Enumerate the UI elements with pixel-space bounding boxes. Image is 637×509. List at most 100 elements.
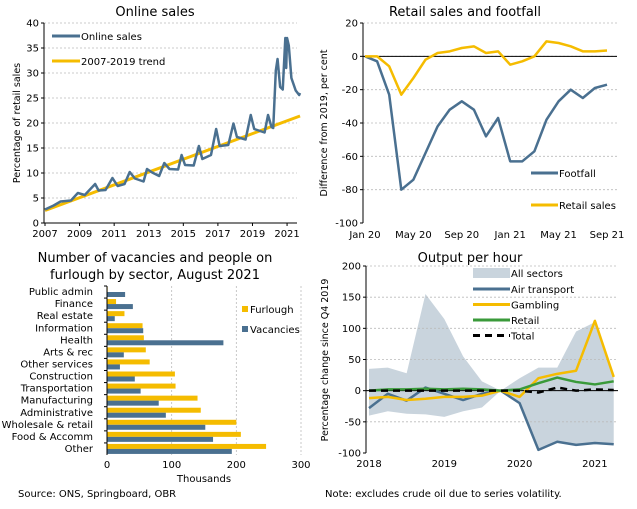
p4-legend-swatch	[473, 268, 510, 278]
p2-y-tick-label: -80	[342, 185, 358, 196]
p3-bar-furlough	[107, 335, 144, 341]
p3-bar-furlough	[107, 443, 267, 449]
p1-x-tick-label: 2013	[136, 229, 161, 240]
p2-y-tick-label: -40	[342, 119, 358, 130]
p1-y-tick-label: 5	[33, 194, 39, 205]
p2-x-tick-label: Sep 21	[590, 230, 625, 241]
p3-category-label: Arts & rec	[43, 347, 93, 358]
p1-y-tick-label: 25	[26, 94, 39, 105]
p3-category-label: Information	[35, 323, 93, 334]
p1-x-tick-label: 2021	[274, 229, 299, 240]
p3-x-tick-label: 200	[227, 460, 246, 471]
p3-bar-furlough	[107, 431, 241, 437]
p1-y-tick-label: 0	[33, 219, 39, 230]
p3-bar-furlough	[107, 323, 143, 329]
p2-y-tick-label: -20	[342, 85, 358, 96]
p4-x-tick-label: 2021	[582, 459, 607, 470]
p4-y-tick-label: 100	[342, 324, 361, 335]
p1-legend-label: Online sales	[81, 32, 142, 43]
p4-band-all-sectors	[369, 294, 614, 450]
p2-legend-label: Footfall	[559, 169, 596, 180]
p2-x-tick-label: Sep 20	[444, 230, 479, 241]
p3-bar-vacancies	[107, 412, 166, 418]
p3-bar-furlough	[107, 311, 125, 317]
p3-category-label: Real estate	[37, 311, 93, 322]
p3-bar-vacancies	[107, 388, 141, 394]
p3-bar-vacancies	[107, 328, 144, 334]
p3-legend-label: Vacancies	[250, 325, 300, 336]
p2-x-tick-label: Jan 21	[494, 230, 526, 241]
p4-y-tick-label: 0	[355, 386, 361, 397]
p3-bar-furlough	[107, 347, 146, 353]
p1-y-axis-label: Percentage of retail sales	[12, 63, 23, 183]
p1-y-tick-label: 30	[26, 69, 39, 80]
p2-y-tick-label: 0	[352, 52, 358, 63]
p1-series-line	[44, 114, 301, 212]
chart-title: Online sales	[115, 5, 194, 20]
p3-bar-vacancies	[107, 448, 232, 454]
p1-x-tick-label: 2019	[240, 229, 265, 240]
p1-y-tick-label: 35	[26, 44, 39, 55]
p4-y-tick-label: -50	[345, 417, 361, 428]
p1-x-tick-label: 2017	[205, 229, 230, 240]
p4-y-tick-label: 50	[348, 355, 361, 366]
p3-category-label: Public admin	[29, 287, 93, 298]
p4-x-tick-label: 2018	[356, 459, 381, 470]
p4-y-axis-label: Percentage change since Q4 2019	[320, 279, 331, 442]
p4-legend-label: Retail	[511, 316, 539, 327]
p3-bar-vacancies	[107, 340, 224, 346]
p3-bar-furlough	[107, 395, 198, 401]
p2-x-tick-label: May 21	[540, 230, 577, 241]
p2-y-axis-label: Difference from 2019, per cent	[319, 49, 330, 196]
p3-legend-swatch	[242, 306, 248, 312]
p3-category-label: Manufacturing	[21, 396, 93, 407]
p4-y-tick-label: -100	[338, 449, 361, 460]
p1-y-tick-label: 40	[26, 19, 39, 30]
p3-bar-vacancies	[107, 316, 115, 322]
p3-bar-vacancies	[107, 400, 159, 406]
p3-x-axis-label: Thousands	[176, 474, 231, 485]
chart-title: furlough by sector, August 2021	[50, 268, 260, 283]
footnote: Note: excludes crude oil due to series v…	[325, 489, 562, 500]
p3-x-tick-label: 0	[104, 460, 110, 471]
p3-legend-swatch	[242, 326, 248, 332]
p1-legend-label: 2007-2019 trend	[81, 57, 165, 68]
p1-y-tick-label: 20	[26, 119, 39, 130]
p3-bar-furlough	[107, 359, 150, 365]
p1-x-tick-label: 2015	[171, 229, 196, 240]
p3-category-label: Health	[60, 335, 93, 346]
p4-y-tick-label: 200	[342, 262, 361, 273]
p4-series-line	[368, 319, 615, 402]
p3-category-label: Finance	[55, 299, 93, 310]
chart-title: Number of vacancies and people on	[38, 251, 273, 266]
p2-series-line	[365, 40, 608, 96]
p2-legend-label: Retail sales	[559, 201, 616, 212]
p3-x-tick-label: 100	[162, 460, 181, 471]
p3-legend-label: Furlough	[250, 305, 294, 316]
p4-x-tick-label: 2019	[432, 459, 457, 470]
p2-x-tick-label: May 20	[395, 230, 432, 241]
p1-x-tick-label: 2007	[32, 229, 57, 240]
p3-category-label: Food & Accomm	[12, 432, 93, 443]
p4-legend-label: Gambling	[511, 301, 559, 312]
p3-bar-furlough	[107, 419, 237, 425]
chart-title: Retail sales and footfall	[389, 5, 541, 20]
p3-category-label: Construction	[29, 372, 93, 383]
p3-bar-vacancies	[107, 364, 120, 370]
p3-bar-vacancies	[107, 352, 124, 358]
p1-y-tick-label: 15	[26, 144, 39, 155]
p1-x-tick-label: 2009	[67, 229, 92, 240]
p4-x-tick-label: 2020	[507, 459, 532, 470]
p3-category-label: Wholesale & retail	[2, 420, 93, 431]
p3-bar-furlough	[107, 299, 117, 305]
p3-bar-furlough	[107, 383, 176, 389]
p1-y-tick-label: 10	[26, 169, 39, 180]
p3-bar-vacancies	[107, 304, 133, 310]
p1-x-tick-label: 2011	[101, 229, 126, 240]
p3-category-label: Administrative	[20, 408, 93, 419]
p2-y-tick-label: 20	[345, 19, 358, 30]
chart-title: Output per hour	[418, 251, 523, 266]
p3-bar-vacancies	[107, 424, 206, 430]
p2-y-tick-label: -100	[335, 219, 358, 230]
